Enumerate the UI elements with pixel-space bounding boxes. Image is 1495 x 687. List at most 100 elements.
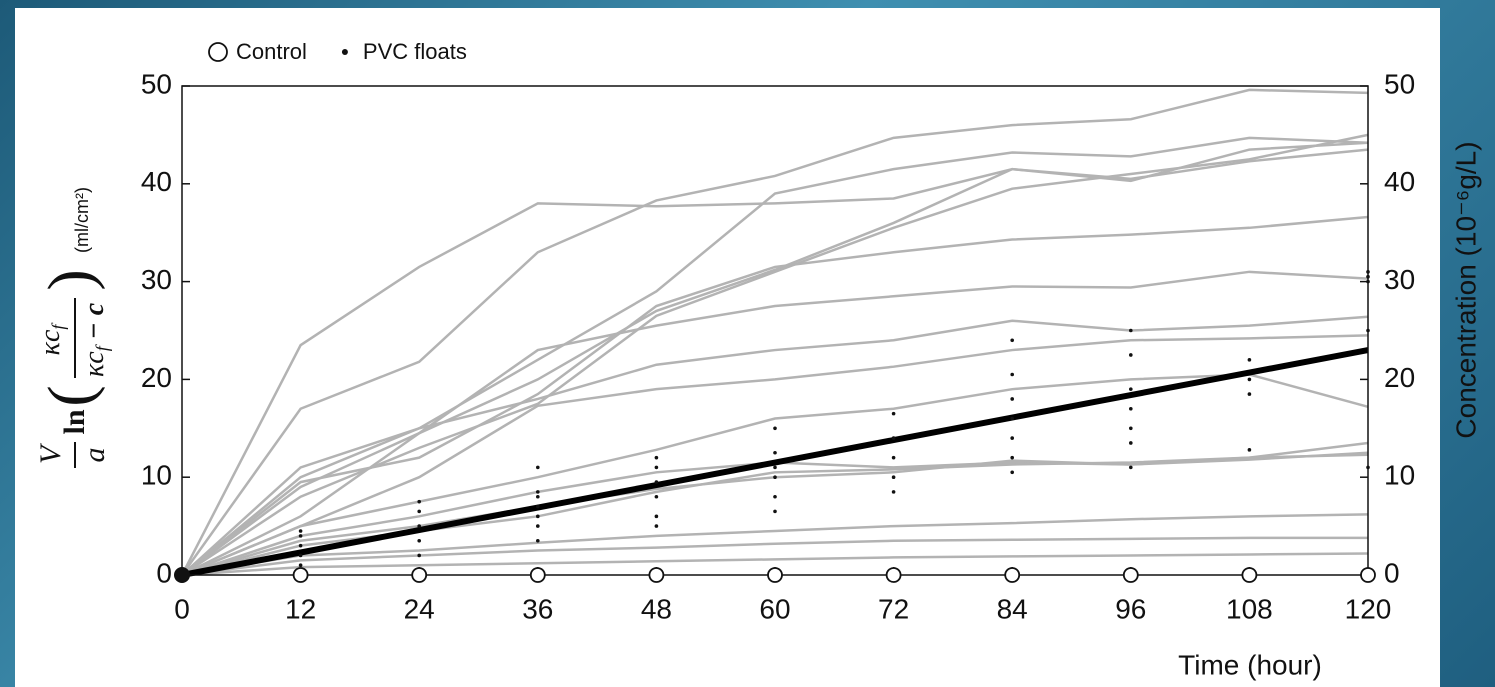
marker: [1248, 392, 1252, 396]
x-axis-label: Time (hour): [1178, 649, 1322, 680]
marker: [768, 568, 782, 582]
marker: [1248, 448, 1252, 452]
marker: [417, 539, 421, 543]
marker: [174, 567, 190, 583]
ylabel-part: κc: [79, 351, 110, 377]
marker: [1129, 466, 1133, 470]
marker: [1248, 358, 1252, 362]
paren: (: [35, 385, 106, 406]
marker: [655, 495, 659, 499]
marker: [773, 466, 777, 470]
legend-label: Control: [236, 39, 307, 64]
marker: [1361, 568, 1375, 582]
marker: [1242, 568, 1256, 582]
marker: [655, 466, 659, 470]
y-tick-label: 30: [141, 264, 172, 295]
marker: [1129, 329, 1133, 333]
marker: [773, 427, 777, 431]
y-tick-label: 40: [141, 166, 172, 197]
ylabel-unit: (ml/cm²): [72, 187, 92, 253]
marker: [299, 563, 303, 567]
marker: [1010, 456, 1014, 460]
marker: [1248, 378, 1252, 382]
marker: [773, 475, 777, 479]
x-tick-label: 96: [1115, 593, 1146, 624]
x-tick-label: 12: [285, 593, 316, 624]
marker: [892, 456, 896, 460]
marker: [536, 539, 540, 543]
marker: [655, 524, 659, 528]
marker: [536, 490, 540, 494]
y2-tick-label: 40: [1384, 166, 1415, 197]
marker: [536, 524, 540, 528]
marker: [892, 412, 896, 416]
marker: [417, 510, 421, 514]
legend-label: PVC floats: [363, 39, 467, 64]
y-tick-label: 50: [141, 68, 172, 99]
marker: [892, 490, 896, 494]
marker: [1010, 417, 1014, 421]
marker: [412, 568, 426, 582]
marker: [1366, 329, 1370, 333]
marker: [1129, 353, 1133, 357]
marker: [1366, 280, 1370, 284]
y-tick-label: 20: [141, 362, 172, 393]
y2-tick-label: 10: [1384, 460, 1415, 491]
ylabel-denominator: a: [78, 448, 111, 463]
x-tick-label: 36: [522, 593, 553, 624]
marker: [417, 554, 421, 558]
marker: [536, 515, 540, 519]
marker: [1129, 427, 1133, 431]
marker: [1366, 270, 1370, 274]
y2-axis-label: Concentration (10⁻⁶g/L): [1450, 141, 1481, 438]
marker: [655, 480, 659, 484]
marker: [299, 554, 303, 558]
paren: ): [35, 269, 106, 290]
marker: [892, 475, 896, 479]
marker: [773, 451, 777, 455]
marker: [1366, 275, 1370, 279]
marker: [531, 568, 545, 582]
x-tick-label: 108: [1226, 593, 1273, 624]
x-tick-label: 120: [1345, 593, 1392, 624]
marker: [1010, 373, 1014, 377]
marker: [536, 495, 540, 499]
marker: [773, 495, 777, 499]
x-tick-label: 48: [641, 593, 672, 624]
marker: [1010, 338, 1014, 342]
marker: [655, 456, 659, 460]
marker: [887, 568, 901, 582]
marker: [1010, 471, 1014, 475]
y2-tick-label: 30: [1384, 264, 1415, 295]
x-tick-label: 72: [878, 593, 909, 624]
marker: [1129, 387, 1133, 391]
ylabel-part: κc: [35, 329, 66, 355]
ylabel-part: − c: [79, 302, 110, 346]
marker: [299, 534, 303, 538]
marker: [294, 568, 308, 582]
ylabel-arg-denominator: κcf − c: [79, 302, 112, 377]
marker: [299, 544, 303, 548]
legend-symbol: [342, 49, 348, 55]
marker: [1010, 436, 1014, 440]
marker: [536, 466, 540, 470]
ylabel-function: ln: [58, 409, 91, 434]
x-tick-label: 84: [997, 593, 1028, 624]
marker: [892, 436, 896, 440]
marker: [299, 529, 303, 533]
marker: [1366, 466, 1370, 470]
marker: [536, 505, 540, 509]
marker: [1129, 407, 1133, 411]
y2-tick-label: 50: [1384, 68, 1415, 99]
panel: [15, 8, 1440, 687]
marker: [649, 568, 663, 582]
chart: V a ln ( κcf κcf − c ) (ml/cm²) Concentr…: [0, 0, 1495, 687]
marker: [1124, 568, 1138, 582]
marker: [417, 500, 421, 504]
marker: [655, 515, 659, 519]
x-tick-label: 0: [174, 593, 190, 624]
marker: [417, 524, 421, 528]
y-tick-label: 10: [141, 460, 172, 491]
marker: [773, 510, 777, 514]
y2-tick-label: 0: [1384, 557, 1400, 588]
